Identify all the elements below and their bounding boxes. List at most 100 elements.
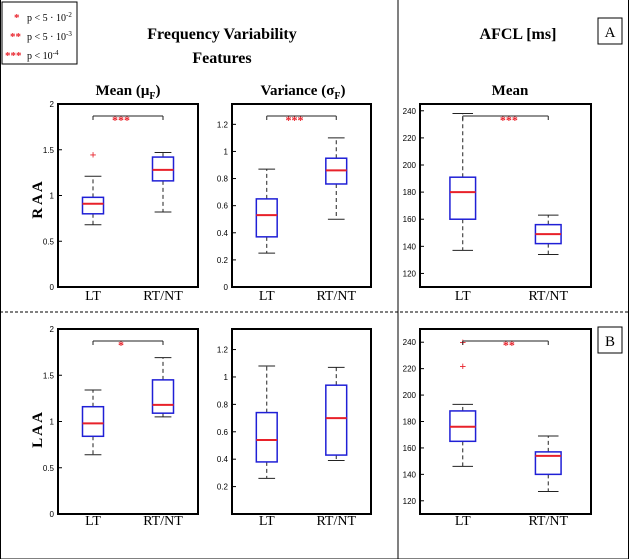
chart-laa-mean: 0 0.5 1 1.5 2 LT RT/NT * xyxy=(43,325,199,529)
chart-raa-afcl: 120 140 160 180 200 220 240 LT RT/NT *** xyxy=(403,103,592,304)
box-lt xyxy=(255,365,278,479)
x-category-label: LT xyxy=(85,289,101,304)
chart-laa-var: 0.2 0.4 0.6 0.8 1 1.2 LT RT/NT xyxy=(217,328,372,529)
y-tick-label: 140 xyxy=(403,470,417,479)
y-tick-label: 0.5 xyxy=(43,464,55,473)
y-tick-label: 180 xyxy=(403,418,417,427)
significance-bracket: ** xyxy=(462,338,549,352)
box-iqr xyxy=(449,176,477,220)
svg-text:B: B xyxy=(605,334,615,350)
outlier-point: + xyxy=(90,147,97,161)
y-tick-label: 120 xyxy=(403,497,417,506)
significance-bracket: *** xyxy=(92,113,164,127)
y-tick-label: 240 xyxy=(403,338,417,347)
y-tick-label: 1.2 xyxy=(217,120,229,129)
legend-text-2: p < 5 · 10-3 xyxy=(27,30,72,43)
x-category-label: LT xyxy=(455,289,471,304)
box-rt-nt xyxy=(534,435,562,493)
freq-header-line2: Features xyxy=(192,50,251,67)
plot-frame xyxy=(57,328,199,515)
plot-frame xyxy=(57,103,199,288)
y-tick-label: 240 xyxy=(403,107,417,116)
plot-frame xyxy=(419,103,592,288)
legend-stars-2: ** xyxy=(10,31,22,43)
plot-frame xyxy=(231,103,372,288)
chart-raa-var: 0 0.2 0.4 0.6 0.8 1 1.2 LT RT/NT *** xyxy=(217,103,372,304)
y-tick-label: 120 xyxy=(403,269,417,278)
y-tick-label: 140 xyxy=(403,242,417,251)
y-tick-label: 220 xyxy=(403,134,417,143)
y-tick-label: 160 xyxy=(403,215,417,224)
x-category-label: RT/NT xyxy=(143,289,183,304)
y-tick-label: 180 xyxy=(403,188,417,197)
panel-label-a: A xyxy=(597,17,623,45)
mean-header: Mean (μF) xyxy=(95,83,160,102)
legend-text-3: p < 10-4 xyxy=(27,49,59,62)
y-tick-label: 200 xyxy=(403,391,417,400)
y-tick-label: 0.6 xyxy=(217,202,229,211)
y-tick-label: 2 xyxy=(50,100,55,109)
y-tick-label: 1.5 xyxy=(43,146,55,155)
box-lt: ++ xyxy=(449,335,477,467)
box-iqr xyxy=(534,451,562,476)
significance-stars: *** xyxy=(112,113,130,127)
x-category-label: RT/NT xyxy=(528,514,568,529)
y-tick-label: 0.2 xyxy=(217,483,229,492)
x-category-label: RT/NT xyxy=(143,514,183,529)
afcl-mean-header: Mean xyxy=(492,83,529,99)
significance-bracket: * xyxy=(92,338,164,352)
y-tick-label: 0.6 xyxy=(217,428,229,437)
plot-frame xyxy=(231,328,372,515)
box-iqr xyxy=(325,384,348,456)
significance-stars: *** xyxy=(500,113,518,127)
significance-stars: * xyxy=(118,338,124,352)
x-category-label: RT/NT xyxy=(528,289,568,304)
y-tick-label: 2 xyxy=(50,325,55,334)
box-lt xyxy=(81,389,105,456)
y-tick-label: 0 xyxy=(50,283,55,292)
y-tick-label: 0.2 xyxy=(217,256,229,265)
box-iqr xyxy=(255,198,278,238)
afcl-header: AFCL [ms] xyxy=(480,26,557,43)
freq-header-line1: Frequency Variability xyxy=(147,26,297,43)
box-lt xyxy=(255,168,278,254)
significance-bracket: *** xyxy=(462,113,549,127)
x-category-label: LT xyxy=(85,514,101,529)
plot-frame xyxy=(419,328,592,515)
row-label-laa: L A A xyxy=(30,412,46,448)
box-rt-nt xyxy=(325,366,348,462)
significance-legend: * p < 5 · 10-2 ** p < 5 · 10-3 *** p < 1… xyxy=(1,1,78,65)
variance-header: Variance (σF) xyxy=(261,83,346,102)
significance-stars: ** xyxy=(503,338,515,352)
y-tick-label: 160 xyxy=(403,444,417,453)
y-tick-label: 1 xyxy=(50,418,55,427)
y-tick-label: 0.5 xyxy=(43,237,55,246)
y-tick-label: 1.5 xyxy=(43,371,55,380)
box-rt-nt xyxy=(325,137,348,220)
y-tick-label: 0.8 xyxy=(217,175,229,184)
y-tick-label: 0.4 xyxy=(217,229,229,238)
y-tick-label: 1 xyxy=(50,192,55,201)
significance-stars: *** xyxy=(286,113,304,127)
box-lt xyxy=(449,112,477,251)
box-rt-nt xyxy=(151,151,175,213)
y-tick-label: 0 xyxy=(224,283,229,292)
outlier-point: + xyxy=(459,359,466,373)
legend-text-1: p < 5 · 10-2 xyxy=(27,11,72,24)
legend-stars-3: *** xyxy=(5,50,22,62)
y-tick-label: 0.4 xyxy=(217,455,229,464)
x-category-label: LT xyxy=(259,289,275,304)
box-rt-nt xyxy=(534,214,562,255)
x-category-label: RT/NT xyxy=(316,514,356,529)
box-rt-nt xyxy=(151,357,175,418)
y-tick-label: 1.2 xyxy=(217,346,229,355)
legend-stars-1: * xyxy=(14,12,20,24)
box-lt: + xyxy=(81,147,105,226)
x-category-label: RT/NT xyxy=(316,289,356,304)
y-tick-label: 220 xyxy=(403,365,417,374)
box-iqr xyxy=(81,405,105,438)
y-tick-label: 1 xyxy=(224,373,229,382)
row-label-raa: R A A xyxy=(30,181,46,219)
box-iqr xyxy=(255,411,278,463)
svg-text:A: A xyxy=(605,25,616,41)
